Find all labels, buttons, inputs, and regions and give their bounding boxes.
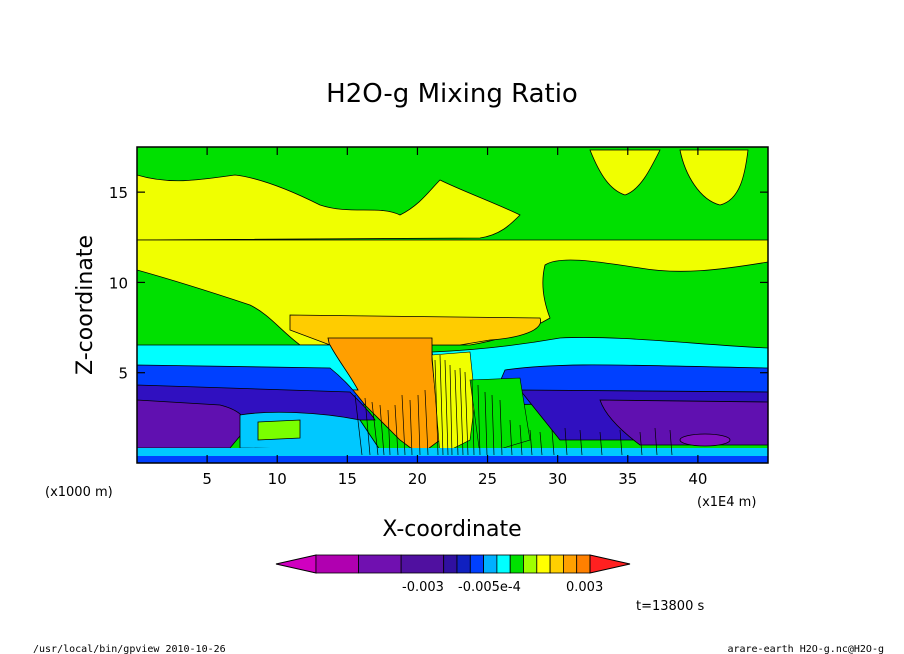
colorbar-label-1: -0.003 <box>402 580 444 595</box>
colorbar-swatch-8 <box>509 554 524 574</box>
x-tick-label-0: 5 <box>202 470 212 488</box>
y-axis-label: Z-coordinate <box>73 235 98 375</box>
chart-title: H2O-g Mixing Ratio <box>326 79 578 109</box>
x-tick-label-2: 15 <box>338 470 357 488</box>
time-label: t=13800 s <box>636 599 704 614</box>
colorbar-swatch-3 <box>443 554 458 574</box>
x-tick-label-4: 25 <box>478 470 497 488</box>
x-tick-label-5: 30 <box>548 470 567 488</box>
y-axis: 5 10 15 <box>109 184 768 383</box>
colorbar-arrow-low <box>275 554 317 574</box>
colorbar-swatch-5 <box>469 554 484 574</box>
colorbar-swatch-7 <box>496 554 511 574</box>
x-tick-label-1: 10 <box>268 470 287 488</box>
x-axis-label: X-coordinate <box>382 517 521 542</box>
colorbar-swatch-10 <box>536 554 551 574</box>
colorbar-swatch-0 <box>315 554 359 574</box>
footer-left: /usr/local/bin/gpview 2010-10-26 <box>33 644 226 654</box>
colorbar-label-3: 0.003 <box>566 580 603 595</box>
colorbar-swatch-11 <box>549 554 564 574</box>
region-turbulent-yellow <box>431 351 476 456</box>
footer-right: arare-earth_H2O-g.nc@H2O-g <box>727 644 884 654</box>
colorbar-swatch-2 <box>400 554 445 574</box>
colorbar-label-2: -0.005e-4 <box>458 580 521 595</box>
x-scale-label: (x1E4 m) <box>697 495 756 510</box>
region-yellow-top-right2 <box>679 149 749 206</box>
region-yellow-top-right <box>589 149 661 196</box>
y-tick-label-2: 15 <box>109 184 128 202</box>
colorbar-swatch-4 <box>456 554 471 574</box>
colorbar <box>275 554 631 574</box>
x-axis: 5 10 15 20 25 30 35 40 <box>202 147 707 488</box>
y-tick-label-1: 10 <box>109 274 128 292</box>
y-tick-label-0: 5 <box>118 365 128 383</box>
colorbar-swatch-13 <box>576 554 591 574</box>
turbulence-lines <box>354 354 673 456</box>
colorbar-swatch-6 <box>483 554 498 574</box>
x-unit-label: (x1000 m) <box>45 485 113 500</box>
region-magenta-spot <box>679 433 731 447</box>
colorbar-swatch-1 <box>358 554 402 574</box>
plot-frame <box>136 146 769 464</box>
colorbar-swatch-12 <box>562 554 578 574</box>
region-purple-right <box>599 399 768 446</box>
region-lowlevel-green <box>257 419 301 441</box>
x-tick-label-6: 35 <box>618 470 637 488</box>
colorbar-arrow-high <box>589 554 631 574</box>
x-tick-label-7: 40 <box>688 470 707 488</box>
colorbar-swatch-9 <box>523 554 538 574</box>
x-tick-label-3: 20 <box>408 470 427 488</box>
contour-field <box>137 147 768 463</box>
region-ground-strip-blue <box>137 456 768 463</box>
region-yellow-top-left <box>137 150 521 241</box>
